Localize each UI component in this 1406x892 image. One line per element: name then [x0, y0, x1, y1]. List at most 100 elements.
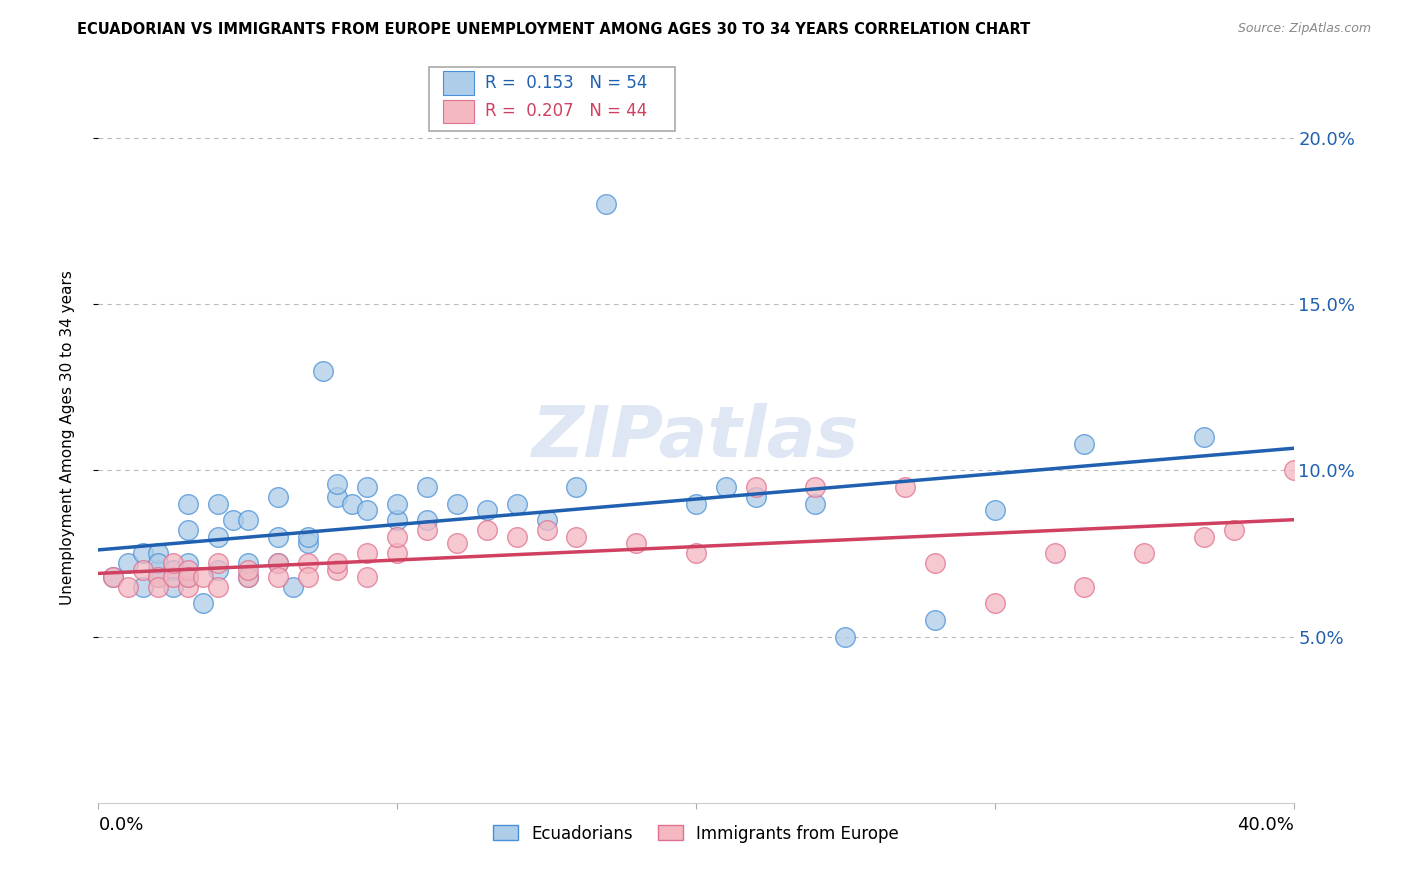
Point — [177, 570, 200, 584]
Point — [326, 490, 349, 504]
Point — [132, 563, 155, 577]
Point — [311, 363, 333, 377]
Point — [222, 513, 245, 527]
Point — [132, 580, 155, 594]
Point — [385, 497, 409, 511]
Point — [103, 570, 125, 584]
Point — [924, 557, 946, 571]
Point — [446, 536, 468, 550]
Point — [416, 513, 439, 527]
Text: 0.0%: 0.0% — [98, 816, 143, 834]
Point — [148, 580, 170, 594]
Point — [177, 497, 200, 511]
Point — [236, 513, 259, 527]
Point — [1073, 436, 1095, 450]
Point — [207, 530, 229, 544]
Point — [565, 480, 588, 494]
Point — [207, 580, 229, 594]
Point — [536, 523, 558, 537]
Point — [446, 497, 468, 511]
Point — [117, 557, 139, 571]
Point — [1043, 546, 1066, 560]
Point — [326, 557, 349, 571]
Point — [416, 480, 439, 494]
Point — [103, 570, 125, 584]
Point — [267, 557, 290, 571]
Point — [326, 476, 349, 491]
Point — [236, 570, 259, 584]
Point — [162, 580, 184, 594]
Point — [745, 490, 768, 504]
Point — [626, 536, 648, 550]
Point — [685, 497, 707, 511]
Point — [595, 197, 617, 211]
Point — [177, 570, 200, 584]
Point — [236, 563, 259, 577]
Point — [326, 563, 349, 577]
Point — [191, 596, 214, 610]
Point — [297, 557, 319, 571]
Point — [385, 546, 409, 560]
Point — [894, 480, 917, 494]
Point — [162, 557, 184, 571]
Point — [207, 557, 229, 571]
Point — [267, 530, 290, 544]
Point — [356, 570, 378, 584]
Text: Source: ZipAtlas.com: Source: ZipAtlas.com — [1237, 22, 1371, 36]
Point — [207, 563, 229, 577]
Point — [177, 523, 200, 537]
Point — [356, 546, 378, 560]
Point — [984, 503, 1007, 517]
Point — [506, 497, 529, 511]
Point — [924, 613, 946, 627]
Point — [148, 546, 170, 560]
Point — [1133, 546, 1156, 560]
Point — [267, 570, 290, 584]
Point — [148, 570, 170, 584]
Point — [117, 580, 139, 594]
Point — [356, 480, 378, 494]
Point — [745, 480, 768, 494]
Text: R =  0.153   N = 54: R = 0.153 N = 54 — [485, 74, 647, 92]
Point — [281, 580, 304, 594]
Point — [804, 480, 827, 494]
Text: ECUADORIAN VS IMMIGRANTS FROM EUROPE UNEMPLOYMENT AMONG AGES 30 TO 34 YEARS CORR: ECUADORIAN VS IMMIGRANTS FROM EUROPE UNE… — [77, 22, 1031, 37]
Point — [536, 513, 558, 527]
Y-axis label: Unemployment Among Ages 30 to 34 years: Unemployment Among Ages 30 to 34 years — [60, 269, 75, 605]
Legend: Ecuadorians, Immigrants from Europe: Ecuadorians, Immigrants from Europe — [486, 818, 905, 849]
Point — [1073, 580, 1095, 594]
Point — [177, 580, 200, 594]
Point — [132, 546, 155, 560]
Point — [191, 570, 214, 584]
Point — [1192, 530, 1215, 544]
Point — [236, 570, 259, 584]
Point — [267, 490, 290, 504]
Point — [297, 536, 319, 550]
Point — [297, 570, 319, 584]
Text: ZIPatlas: ZIPatlas — [533, 402, 859, 472]
Point — [148, 570, 170, 584]
Point — [342, 497, 364, 511]
Point — [385, 513, 409, 527]
Text: 40.0%: 40.0% — [1237, 816, 1294, 834]
Point — [1192, 430, 1215, 444]
Point — [984, 596, 1007, 610]
Point — [148, 557, 170, 571]
Point — [356, 503, 378, 517]
Point — [177, 557, 200, 571]
Point — [834, 630, 856, 644]
Point — [236, 557, 259, 571]
Point — [267, 557, 290, 571]
Point — [714, 480, 737, 494]
Point — [1282, 463, 1305, 477]
Point — [207, 497, 229, 511]
Point — [162, 570, 184, 584]
Point — [416, 523, 439, 537]
Point — [162, 563, 184, 577]
Point — [565, 530, 588, 544]
Point — [804, 497, 827, 511]
Point — [475, 503, 498, 517]
Point — [297, 530, 319, 544]
Point — [148, 563, 170, 577]
Point — [475, 523, 498, 537]
